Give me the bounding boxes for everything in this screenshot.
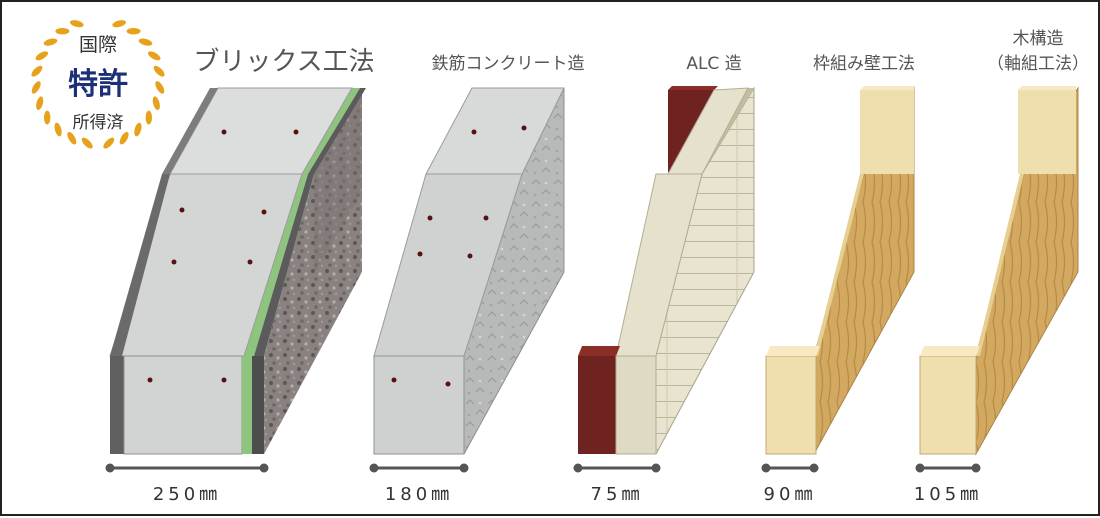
laurel-leaf xyxy=(81,137,93,149)
brix-base-green xyxy=(242,356,252,454)
badge-line-1: 国際 xyxy=(79,34,117,56)
wall-brix xyxy=(109,87,366,455)
laurel-leaf xyxy=(138,38,153,46)
wall-subtitle-wood: （軸組工法） xyxy=(987,54,1089,74)
badge-line-2: 特許 xyxy=(68,67,128,102)
wood-base-cap xyxy=(920,346,980,356)
laurel-leaf xyxy=(44,110,51,125)
dimension-brix: 250㎜ xyxy=(105,463,269,505)
wall-title-rc: 鉄筋コンクリート造 xyxy=(432,54,585,74)
dimension-alc: 75㎜ xyxy=(573,463,661,505)
brix-granite-shade xyxy=(314,88,362,274)
brix-granite-side xyxy=(264,88,362,454)
alc-base-red xyxy=(578,356,616,454)
thickness-label-rc: 180㎜ xyxy=(385,484,453,505)
dimension-rc: 180㎜ xyxy=(369,463,469,505)
laurel-leaf xyxy=(54,122,62,137)
brix-base-left-layer xyxy=(110,356,124,454)
laurel-leaf xyxy=(69,20,84,28)
laurel-leaf xyxy=(35,51,49,61)
alc-top-red-cap xyxy=(668,86,718,90)
alc-base-panel xyxy=(615,355,657,455)
laurel-leaf xyxy=(31,65,43,77)
brix-green-layer xyxy=(244,88,360,356)
thickness-label-alc: 75㎜ xyxy=(591,484,644,505)
wall-title-alc: ALC 造 xyxy=(686,54,741,74)
frame-base-cap xyxy=(766,346,820,356)
laurel-leaf xyxy=(31,81,41,94)
brix-left-edge-top xyxy=(162,88,218,174)
thickness-label-wood: 105㎜ xyxy=(914,484,982,505)
laurel-wreath-icon xyxy=(31,20,165,149)
dimension-frame: 90㎜ xyxy=(761,463,819,505)
laurel-leaf xyxy=(134,122,142,137)
laurel-leaf xyxy=(153,65,165,77)
wall-title-wood: 木構造 xyxy=(1013,29,1064,49)
frame-top-cap xyxy=(860,86,914,90)
brix-left-edge xyxy=(110,174,170,356)
wood-top-cap xyxy=(1018,86,1076,90)
wall-frame xyxy=(765,86,915,455)
laurel-leaf xyxy=(119,131,129,145)
dimension-wood: 105㎜ xyxy=(914,463,982,505)
laurel-leaf xyxy=(155,81,165,94)
laurel-leaf xyxy=(67,131,77,145)
thickness-label-frame: 90㎜ xyxy=(764,484,817,505)
wall-rc xyxy=(373,87,565,455)
laurel-leaf xyxy=(145,110,152,125)
laurel-leaf xyxy=(36,96,44,111)
wall-alc xyxy=(578,86,755,455)
laurel-leaf xyxy=(147,51,161,61)
wood-top-block xyxy=(1018,90,1076,174)
alc-top-panel xyxy=(667,87,749,175)
frame-top-block xyxy=(860,90,914,174)
wood-slope-edge xyxy=(976,174,1024,356)
wall-wood xyxy=(919,86,1079,456)
wood-base-block xyxy=(919,355,977,455)
badge-line-3: 所得済 xyxy=(73,113,124,133)
wall-title-brix: ブリックス工法 xyxy=(193,47,374,77)
wall-title-2x4: 枠組み壁工法 xyxy=(813,54,915,74)
patent-badge: 国際 特許 所得済 xyxy=(31,20,165,149)
brix-dark-layer xyxy=(254,88,366,356)
laurel-leaf xyxy=(112,20,127,28)
frame-base-block xyxy=(765,355,817,455)
laurel-leaf xyxy=(126,28,141,35)
laurel-leaf xyxy=(55,28,70,35)
brix-base-front xyxy=(123,355,243,455)
thickness-label-brix: 250㎜ xyxy=(153,484,221,505)
brix-base-dark xyxy=(252,356,264,454)
laurel-leaf xyxy=(103,137,115,149)
rc-base-front xyxy=(373,355,465,455)
laurel-leaf xyxy=(43,38,58,46)
alc-base-red-cap xyxy=(578,346,620,356)
laurel-leaf xyxy=(152,96,160,111)
frame-slope-edge xyxy=(814,174,864,356)
